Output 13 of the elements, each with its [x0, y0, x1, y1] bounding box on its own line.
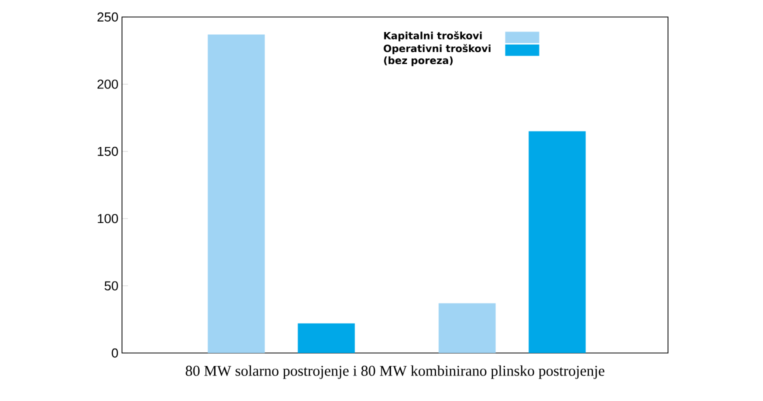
bar	[208, 34, 265, 353]
bar	[298, 323, 355, 353]
bar	[528, 131, 586, 353]
y-tick-label: 250	[98, 12, 118, 22]
y-tick-label: 50	[104, 281, 118, 290]
legend-label: Kapitalni troškovi	[384, 31, 482, 42]
y-tick-label: 100	[98, 214, 118, 224]
bar	[438, 303, 496, 353]
y-tick-label: 200	[98, 80, 118, 89]
x-axis-title: 80 MW solarno postrojenje i 80 MW kombinirano plinsko postrojenje	[186, 365, 604, 379]
y-tick-label: 0	[112, 348, 118, 358]
y-tick-label: 150	[98, 146, 118, 156]
legend-label: Operativni troškovi (bez poreza)	[384, 44, 490, 66]
